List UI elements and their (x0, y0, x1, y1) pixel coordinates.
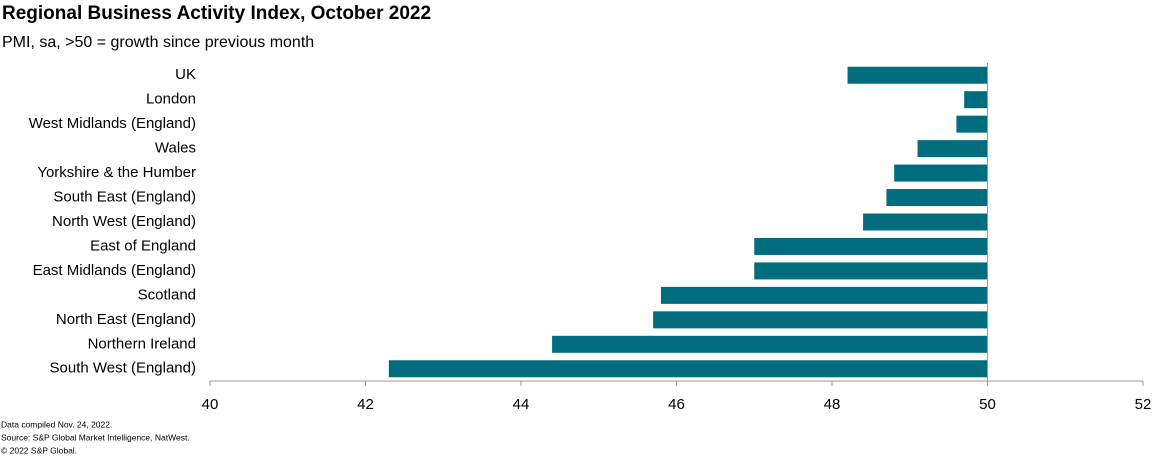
category-label: London (146, 91, 196, 108)
x-tick-label: 50 (979, 396, 996, 413)
chart-title: Regional Business Activity Index, Octobe… (2, 3, 431, 24)
footnote: © 2022 S&P Global. (1, 445, 77, 455)
x-tick-label: 44 (513, 396, 530, 413)
category-label: West Midlands (England) (29, 115, 196, 132)
category-label: East Midlands (England) (33, 262, 196, 279)
category-label: Scotland (138, 286, 196, 303)
bar (863, 213, 988, 231)
category-label: South West (England) (50, 360, 196, 377)
footnote: Source: S&P Global Market Intelligence, … (1, 432, 190, 442)
category-label: East of England (90, 237, 196, 254)
bar (388, 360, 988, 378)
x-tick-label: 52 (1135, 396, 1152, 413)
bar (847, 66, 988, 84)
category-label: South East (England) (53, 189, 196, 206)
category-label: Yorkshire & the Humber (37, 164, 196, 181)
chart-subtitle: PMI, sa, >50 = growth since previous mon… (2, 34, 314, 51)
category-label: Wales (155, 140, 196, 157)
x-tick-label: 48 (824, 396, 841, 413)
bar (653, 311, 988, 329)
bar (956, 115, 988, 133)
x-tick-label: 46 (668, 396, 685, 413)
bar (894, 164, 988, 182)
bar (552, 335, 988, 353)
category-label: Northern Ireland (88, 335, 196, 352)
footnote: Data compiled Nov. 24, 2022. (1, 419, 112, 429)
category-label: North East (England) (56, 311, 196, 328)
bar (964, 91, 988, 109)
category-label: UK (175, 66, 196, 83)
bar (660, 286, 988, 304)
bar (754, 237, 988, 255)
x-tick-label: 42 (357, 396, 374, 413)
bar (917, 140, 988, 158)
category-label: North West (England) (52, 213, 196, 230)
bar (754, 262, 988, 280)
bar (886, 189, 988, 207)
x-tick-label: 40 (202, 396, 219, 413)
